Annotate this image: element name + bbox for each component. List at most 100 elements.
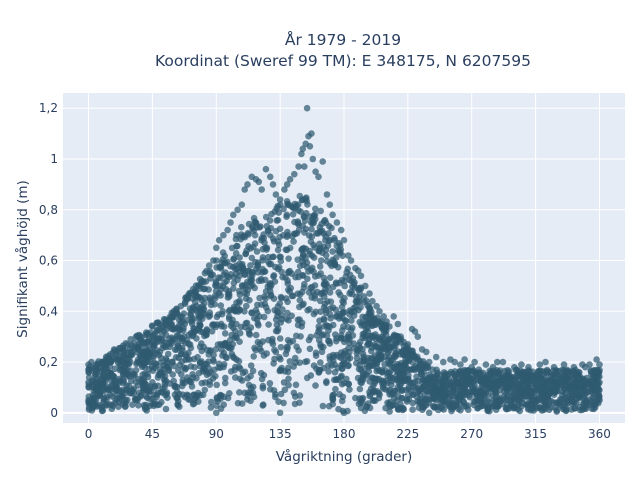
data-point bbox=[542, 358, 549, 366]
data-point bbox=[221, 379, 229, 387]
data-point bbox=[276, 233, 283, 241]
x-tick-label: 225 bbox=[396, 427, 419, 441]
data-point bbox=[259, 382, 267, 390]
data-point bbox=[134, 343, 142, 351]
x-tick-label: 0 bbox=[85, 427, 93, 441]
data-point bbox=[545, 368, 552, 376]
data-point bbox=[386, 408, 393, 415]
data-point bbox=[289, 211, 297, 218]
data-point bbox=[158, 398, 165, 406]
data-point bbox=[230, 255, 238, 262]
data-point bbox=[295, 163, 302, 170]
data-point bbox=[340, 299, 348, 307]
data-point bbox=[236, 375, 244, 383]
data-point bbox=[310, 213, 318, 221]
data-point bbox=[550, 391, 558, 399]
data-point bbox=[360, 357, 368, 365]
data-point bbox=[370, 382, 377, 390]
data-point bbox=[174, 401, 181, 408]
data-point bbox=[359, 330, 367, 338]
data-point bbox=[201, 379, 209, 386]
data-point bbox=[273, 217, 281, 224]
data-point bbox=[230, 274, 238, 281]
data-point bbox=[218, 310, 226, 318]
data-point bbox=[255, 178, 263, 186]
data-point bbox=[352, 303, 359, 311]
data-point bbox=[309, 155, 317, 163]
data-point bbox=[373, 367, 381, 375]
data-point bbox=[472, 385, 479, 392]
data-point bbox=[272, 348, 280, 356]
data-point bbox=[405, 355, 412, 362]
data-point bbox=[388, 377, 396, 385]
data-point bbox=[596, 396, 603, 404]
data-point bbox=[260, 231, 267, 238]
data-point bbox=[254, 263, 261, 270]
data-point bbox=[496, 380, 503, 388]
data-point bbox=[142, 392, 150, 400]
data-point bbox=[299, 258, 306, 265]
data-point bbox=[397, 371, 404, 379]
data-point bbox=[266, 217, 274, 224]
data-point bbox=[333, 254, 340, 261]
data-point bbox=[284, 228, 291, 236]
data-point bbox=[159, 330, 166, 338]
data-point bbox=[201, 310, 208, 318]
data-point bbox=[489, 379, 497, 386]
data-point bbox=[484, 378, 492, 385]
data-point bbox=[489, 403, 497, 410]
data-point bbox=[332, 313, 340, 320]
data-point bbox=[326, 356, 334, 363]
data-point bbox=[383, 318, 390, 325]
data-point bbox=[90, 402, 97, 410]
data-point bbox=[494, 358, 501, 366]
data-point bbox=[134, 382, 142, 389]
data-point bbox=[299, 272, 306, 279]
data-point bbox=[258, 277, 265, 285]
data-point bbox=[383, 377, 390, 385]
data-point bbox=[244, 286, 252, 294]
data-point bbox=[319, 158, 327, 165]
data-point bbox=[269, 335, 276, 343]
data-point bbox=[170, 377, 177, 385]
data-point bbox=[132, 333, 140, 341]
data-point bbox=[164, 394, 171, 402]
data-point bbox=[536, 404, 544, 411]
data-point bbox=[234, 399, 242, 407]
data-point bbox=[392, 339, 400, 347]
data-point bbox=[337, 226, 345, 234]
data-point bbox=[267, 260, 275, 268]
data-point bbox=[191, 287, 199, 295]
data-point bbox=[542, 405, 549, 412]
data-point bbox=[327, 305, 334, 312]
data-point bbox=[237, 235, 244, 243]
data-point bbox=[201, 294, 209, 302]
data-point bbox=[162, 405, 170, 413]
data-point bbox=[296, 359, 304, 367]
data-point bbox=[206, 309, 213, 316]
data-point bbox=[127, 348, 135, 356]
data-point bbox=[250, 353, 257, 360]
data-point bbox=[504, 405, 511, 413]
data-point bbox=[208, 328, 216, 335]
data-point bbox=[503, 387, 511, 394]
data-point bbox=[251, 231, 259, 239]
data-point bbox=[92, 371, 99, 379]
data-point bbox=[366, 340, 374, 348]
data-point bbox=[420, 404, 428, 411]
data-point bbox=[551, 386, 558, 394]
data-point bbox=[213, 381, 220, 389]
data-point bbox=[593, 372, 601, 380]
data-point bbox=[262, 304, 270, 311]
data-point bbox=[274, 265, 282, 273]
data-point bbox=[291, 400, 299, 408]
data-point bbox=[357, 272, 365, 280]
data-point bbox=[461, 386, 469, 394]
data-point bbox=[163, 325, 170, 333]
data-point bbox=[188, 383, 196, 390]
data-point bbox=[294, 201, 302, 208]
data-point bbox=[339, 327, 346, 334]
data-point bbox=[404, 366, 411, 374]
data-point bbox=[324, 242, 332, 249]
data-point bbox=[345, 252, 352, 259]
